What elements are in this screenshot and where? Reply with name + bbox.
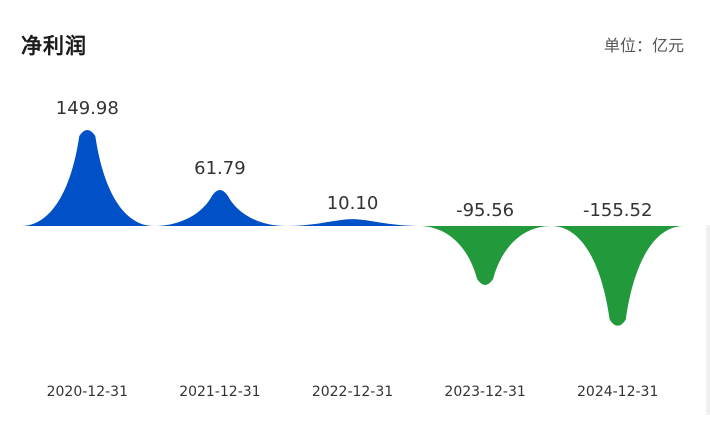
x-tick-label: 2020-12-31 bbox=[47, 384, 128, 400]
area-peak-2020-12-31 bbox=[21, 130, 154, 226]
chart-marks: 149.98 2020-12-31 61.79 2021-12-31 10.10 2022… bbox=[21, 98, 684, 400]
value-label: -95.56 bbox=[456, 200, 514, 221]
value-label: 149.98 bbox=[56, 98, 119, 119]
value-label: -155.52 bbox=[583, 200, 652, 221]
area-peak-2021-12-31 bbox=[153, 189, 287, 226]
x-tick-label: 2022-12-31 bbox=[312, 384, 393, 400]
scroll-edge bbox=[706, 225, 710, 415]
value-label: 61.79 bbox=[194, 158, 246, 179]
value-label: 10.10 bbox=[327, 193, 379, 214]
chart-title: 净利润 bbox=[21, 34, 87, 58]
area-peak-2024-12-31 bbox=[551, 226, 684, 326]
area-peak-2023-12-31 bbox=[418, 226, 552, 285]
unit-label: 单位：亿元 bbox=[603, 36, 684, 55]
area-peak-2022-12-31 bbox=[286, 219, 419, 226]
x-tick-label: 2021-12-31 bbox=[179, 384, 260, 400]
x-tick-label: 2024-12-31 bbox=[577, 384, 658, 400]
x-tick-label: 2023-12-31 bbox=[444, 384, 525, 400]
